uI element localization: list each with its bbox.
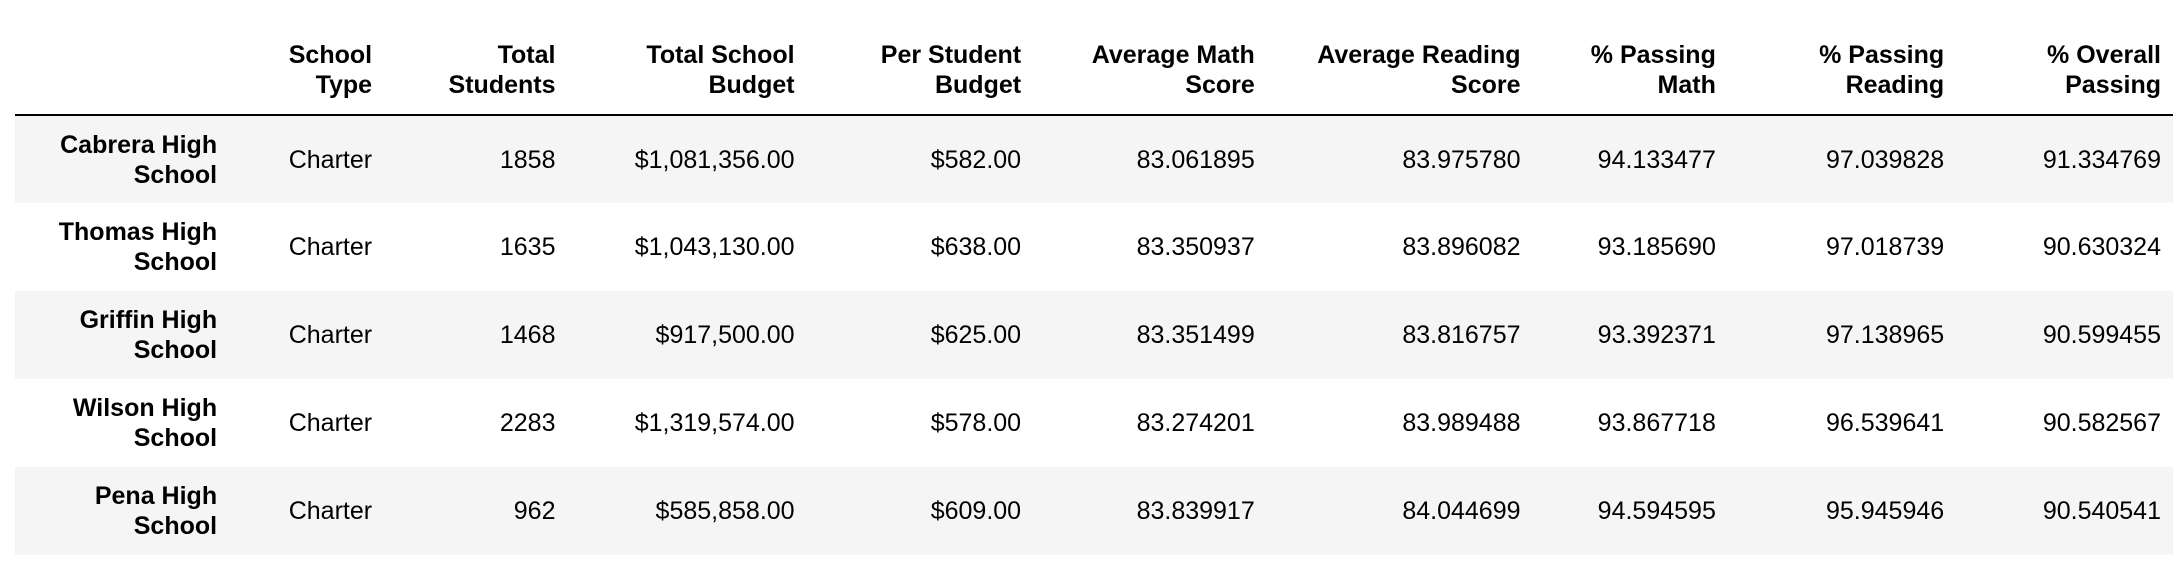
cell-pct-overall: 90.540541 bbox=[2042, 497, 2161, 525]
header-line-2: Budget bbox=[934, 71, 1022, 99]
header-line-2: Passing bbox=[2065, 71, 2161, 99]
cell-pct-overall: 91.334769 bbox=[2042, 145, 2161, 174]
cell-total-budget: $917,500.00 bbox=[655, 321, 795, 349]
cell-per-student-budget: $582.00 bbox=[930, 145, 1022, 174]
school-name-line-2: School bbox=[133, 424, 218, 452]
header-line-1: School bbox=[288, 41, 373, 69]
header-line-1: % Overall bbox=[2047, 41, 2161, 69]
cell-avg-reading: 83.816757 bbox=[1402, 321, 1521, 349]
header-total-budget: Total School Budget bbox=[569, 38, 809, 116]
header-line-2: Students bbox=[448, 71, 556, 99]
cell-school-type: Charter bbox=[288, 233, 373, 261]
cell-per-student-budget: $578.00 bbox=[930, 409, 1022, 437]
header-line-1: Total School bbox=[646, 41, 795, 69]
school-name-line-2: School bbox=[133, 248, 218, 276]
row-index-school-name: Thomas High School bbox=[15, 203, 231, 291]
header-line-2: Score bbox=[1185, 71, 1255, 99]
cell-pct-math: 93.867718 bbox=[1597, 409, 1716, 437]
cell-avg-math: 83.061895 bbox=[1136, 145, 1255, 174]
table-header: School Type Total Students Total School … bbox=[15, 38, 2173, 116]
table-row: Cabrera High School Charter 1858 $1,081,… bbox=[15, 115, 2173, 203]
cell-pct-reading: 97.138965 bbox=[1826, 321, 1945, 349]
cell-avg-reading: 83.896082 bbox=[1402, 233, 1521, 261]
cell-avg-reading: 83.975780 bbox=[1402, 145, 1521, 174]
header-per-student-budget: Per Student Budget bbox=[808, 38, 1036, 116]
header-line-2: Type bbox=[315, 71, 373, 99]
cell-total-students: 1858 bbox=[499, 145, 556, 174]
cell-pct-math: 94.594595 bbox=[1597, 497, 1716, 525]
cell-school-type: Charter bbox=[288, 497, 373, 525]
table-row: Thomas High School Charter 1635 $1,043,1… bbox=[15, 203, 2173, 291]
school-name-line-1: Wilson High bbox=[72, 394, 218, 422]
cell-pct-reading: 97.039828 bbox=[1826, 145, 1945, 174]
cell-pct-overall: 90.599455 bbox=[2042, 321, 2161, 349]
cell-per-student-budget: $625.00 bbox=[930, 321, 1022, 349]
cell-pct-overall: 90.630324 bbox=[2042, 233, 2161, 261]
index-header bbox=[15, 38, 232, 116]
header-line-1: Average Math bbox=[1091, 41, 1255, 69]
header-line-1: Total bbox=[497, 41, 556, 69]
header-row: School Type Total Students Total School … bbox=[15, 38, 2173, 116]
school-name-line-2: School bbox=[133, 336, 218, 364]
row-index-school-name: Cabrera High School bbox=[15, 115, 231, 203]
header-avg-reading: Average Reading Score bbox=[1268, 38, 1535, 116]
school-name-line-1: Cabrera High bbox=[60, 130, 218, 159]
cell-avg-math: 83.350937 bbox=[1136, 233, 1255, 261]
cell-pct-reading: 96.539641 bbox=[1826, 409, 1945, 437]
header-line-1: Average Reading bbox=[1317, 41, 1521, 69]
cell-school-type: Charter bbox=[288, 145, 373, 174]
table-row: Pena High School Charter 962 $585,858.00… bbox=[15, 467, 2173, 555]
header-line-2: Budget bbox=[708, 71, 795, 99]
header-pct-overall: % Overall Passing bbox=[1958, 38, 2173, 116]
cell-total-students: 962 bbox=[513, 497, 556, 525]
cell-avg-math: 83.351499 bbox=[1136, 321, 1255, 349]
header-pct-math: % Passing Math bbox=[1534, 38, 1730, 116]
cell-avg-reading: 83.989488 bbox=[1402, 409, 1521, 437]
cell-pct-reading: 95.945946 bbox=[1826, 497, 1945, 525]
cell-total-students: 1468 bbox=[499, 321, 556, 349]
table-body: Cabrera High School Charter 1858 $1,081,… bbox=[15, 115, 2173, 555]
school-name-line-1: Griffin High bbox=[79, 306, 218, 334]
cell-per-student-budget: $638.00 bbox=[930, 233, 1022, 261]
cell-pct-math: 94.133477 bbox=[1597, 145, 1716, 174]
header-line-2: Reading bbox=[1845, 71, 1945, 99]
header-line-2: Score bbox=[1451, 71, 1521, 99]
cell-total-budget: $585,858.00 bbox=[655, 497, 795, 525]
cell-pct-reading: 97.018739 bbox=[1826, 233, 1945, 261]
cell-total-students: 1635 bbox=[499, 233, 556, 261]
cell-per-student-budget: $609.00 bbox=[930, 497, 1022, 525]
school-name-line-1: Pena High bbox=[94, 482, 218, 510]
school-name-line-2: School bbox=[133, 512, 218, 540]
header-line-1: Per Student bbox=[880, 41, 1022, 69]
school-summary-table: School Type Total Students Total School … bbox=[15, 38, 2173, 555]
cell-avg-reading: 84.044699 bbox=[1402, 497, 1521, 525]
school-name-line-1: Thomas High bbox=[58, 218, 218, 246]
cell-total-budget: $1,043,130.00 bbox=[634, 233, 795, 261]
header-pct-reading: % Passing Reading bbox=[1729, 38, 1959, 116]
cell-school-type: Charter bbox=[288, 409, 373, 437]
header-school-type: School Type bbox=[231, 38, 387, 116]
header-line-1: % Passing bbox=[1819, 41, 1945, 69]
table-row: Griffin High School Charter 1468 $917,50… bbox=[15, 291, 2173, 379]
cell-school-type: Charter bbox=[288, 321, 373, 349]
row-index-school-name: Wilson High School bbox=[15, 379, 231, 467]
school-name-line-2: School bbox=[133, 160, 218, 189]
cell-total-students: 2283 bbox=[499, 409, 556, 437]
cell-total-budget: $1,081,356.00 bbox=[634, 145, 795, 174]
header-line-1: % Passing bbox=[1590, 41, 1716, 69]
header-total-students: Total Students bbox=[386, 38, 570, 116]
row-index-school-name: Pena High School bbox=[15, 467, 231, 555]
cell-avg-math: 83.274201 bbox=[1136, 409, 1255, 437]
cell-pct-math: 93.185690 bbox=[1597, 233, 1716, 261]
header-avg-math: Average Math Score bbox=[1035, 38, 1269, 116]
header-line-2: Math bbox=[1657, 71, 1716, 99]
cell-total-budget: $1,319,574.00 bbox=[634, 409, 795, 437]
table-row: Wilson High School Charter 2283 $1,319,5… bbox=[15, 379, 2173, 467]
cell-avg-math: 83.839917 bbox=[1136, 497, 1255, 525]
row-index-school-name: Griffin High School bbox=[15, 291, 231, 379]
cell-pct-overall: 90.582567 bbox=[2042, 409, 2161, 437]
cell-pct-math: 93.392371 bbox=[1597, 321, 1716, 349]
